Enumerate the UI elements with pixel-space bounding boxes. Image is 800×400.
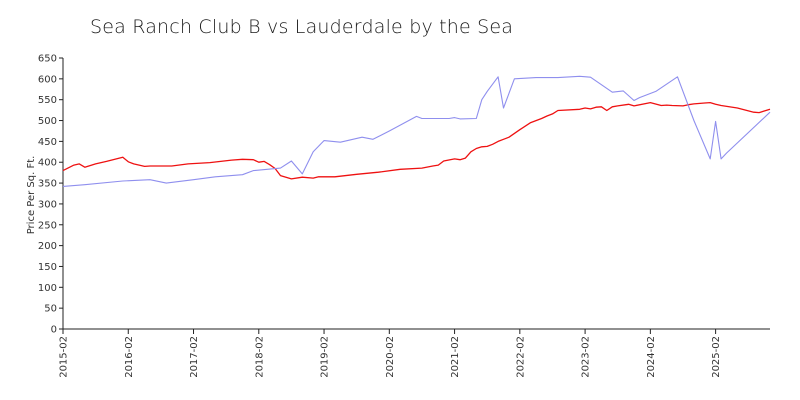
x-tick-label: 2017-02: [189, 336, 200, 378]
y-tick-label: 0: [51, 325, 57, 336]
series-line-2: [62, 75, 771, 187]
y-axis: 0 50 100 150 200 250 300 350 400 450 500 550 600 650: [38, 54, 64, 336]
x-tick-label: 2018-02: [254, 336, 265, 378]
y-tick-label: 400: [38, 158, 57, 169]
y-tick-label: 500: [38, 116, 57, 127]
x-tick-label: 2022-02: [515, 336, 526, 378]
series-layer: [62, 75, 771, 187]
x-axis: 2015-02 2016-02 2017-02 2018-02 2019-02 2020-…: [59, 328, 770, 378]
y-tick-label: 450: [38, 137, 57, 148]
y-tick-label: 300: [38, 199, 57, 210]
x-tick-label: 2020-02: [385, 336, 396, 378]
y-tick-label: 250: [38, 220, 57, 231]
x-tick-label: 2023-02: [581, 336, 592, 378]
y-tick-label: 650: [38, 54, 57, 65]
y-axis-title: Price Per Sq. Ft.: [26, 156, 37, 235]
y-tick-label: 150: [38, 262, 57, 273]
x-tick-label: 2016-02: [124, 336, 135, 378]
chart-title: Sea Ranch Club B vs Lauderdale by the Se…: [90, 16, 514, 38]
y-tick-label: 550: [38, 95, 57, 106]
y-tick-label: 350: [38, 179, 57, 190]
y-tick-label: 50: [44, 304, 57, 315]
x-tick-label: 2019-02: [320, 336, 331, 378]
y-tick-label: 100: [38, 283, 57, 294]
x-tick-label: 2024-02: [646, 336, 657, 378]
y-tick-label: 600: [38, 74, 57, 85]
y-tick-label: 200: [38, 241, 57, 252]
x-tick-label: 2015-02: [59, 336, 70, 378]
x-tick-label: 2025-02: [711, 336, 722, 378]
series-line-1: [62, 101, 771, 180]
x-tick-label: 2021-02: [450, 336, 461, 378]
